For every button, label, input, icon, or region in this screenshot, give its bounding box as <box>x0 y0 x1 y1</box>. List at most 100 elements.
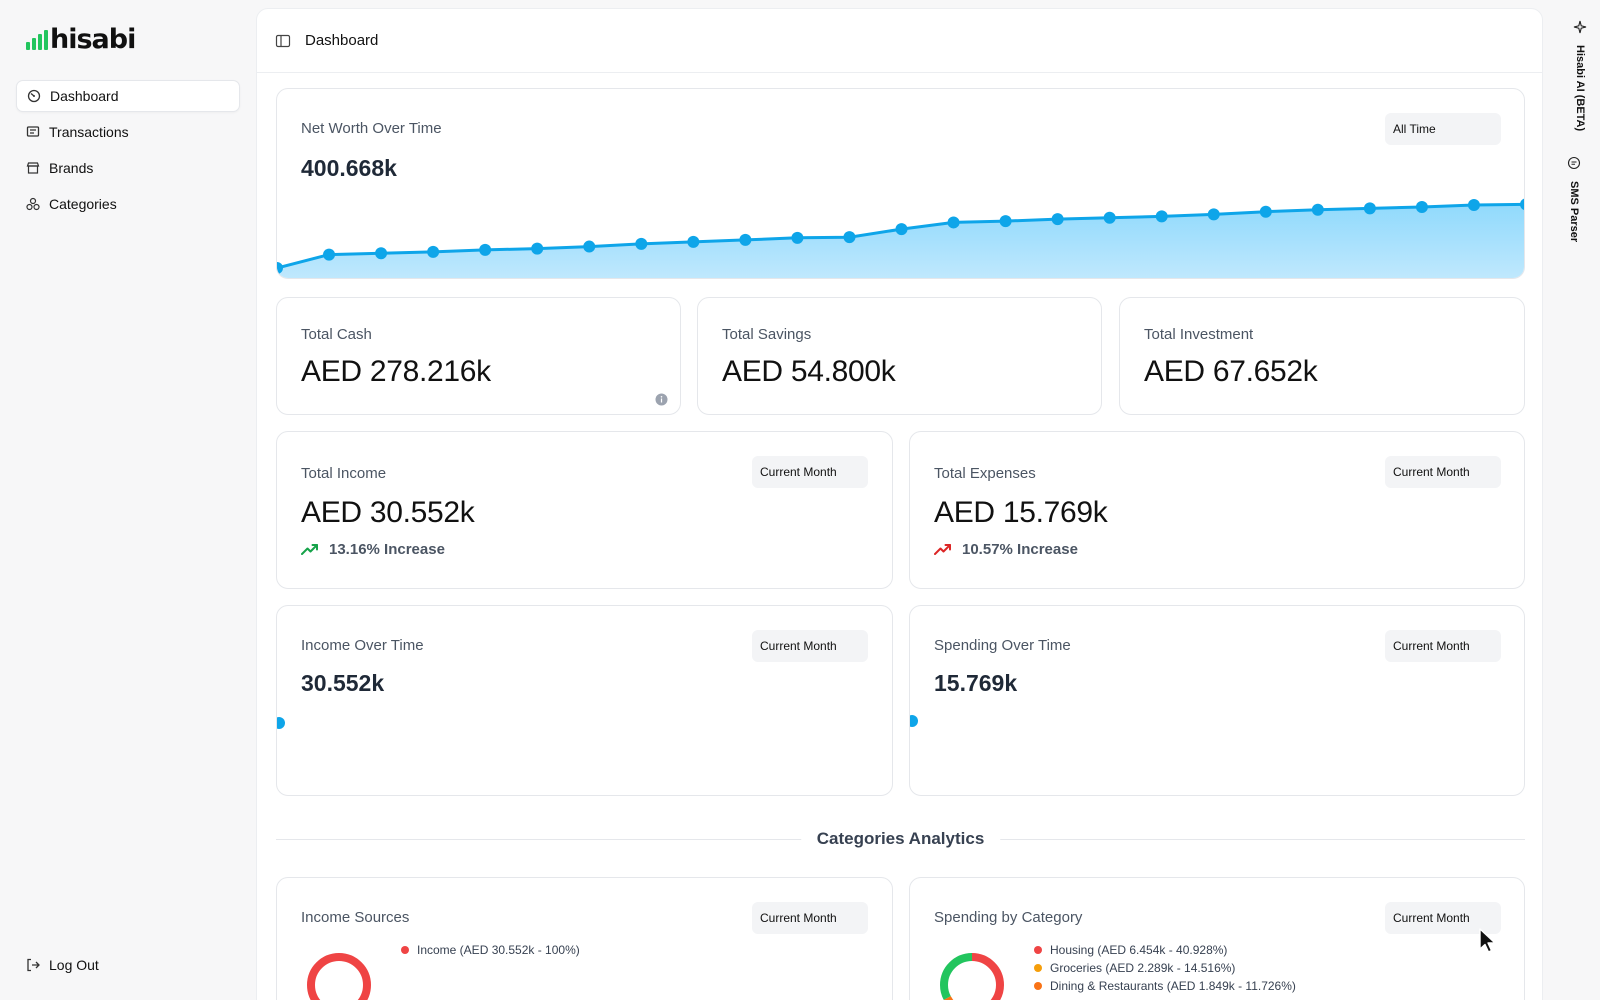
net-worth-data-point <box>1259 205 1272 218</box>
total-investment-card: Total Investment AED 67.652k <box>1119 297 1525 415</box>
sidebar-toggle-icon[interactable] <box>275 33 291 49</box>
logout-button[interactable]: Log Out <box>25 957 99 973</box>
sidebar-item-label: Brands <box>49 160 94 176</box>
net-worth-filter-select[interactable]: All Time <box>1385 113 1501 145</box>
spending-by-category-label: Spending by Category <box>934 909 1083 926</box>
trending-up-icon <box>934 542 954 558</box>
sidebar-item-label: Categories <box>49 196 117 212</box>
net-worth-data-point <box>375 247 388 260</box>
store-icon <box>25 160 41 176</box>
net-worth-data-point <box>323 248 336 261</box>
spending-by-category-donut <box>940 953 1004 1000</box>
sidebar-item-dashboard[interactable]: Dashboard <box>16 80 240 112</box>
logo-bars-icon <box>26 30 48 50</box>
sidebar-item-categories[interactable]: Categories <box>16 188 240 220</box>
net-worth-data-point <box>1103 211 1116 224</box>
net-worth-data-point <box>843 231 856 244</box>
income-sources-label: Income Sources <box>301 909 410 926</box>
legend-text: Income (AED 30.552k - 100%) <box>417 943 580 957</box>
spending-data-point <box>910 715 918 727</box>
total-cash-label: Total Cash <box>301 326 372 343</box>
total-expenses-card: Total Expenses Current Month AED 15.769k… <box>909 431 1525 589</box>
net-worth-data-point <box>1415 201 1428 214</box>
income-over-time-filter-select[interactable]: Current Month <box>752 630 868 662</box>
logout-label: Log Out <box>49 957 99 973</box>
sidebar-item-transactions[interactable]: Transactions <box>16 116 240 148</box>
sms-parser-button[interactable]: SMS Parser <box>1562 156 1586 242</box>
legend-item: Groceries (AED 2.289k - 14.516%) <box>1034 961 1235 975</box>
net-worth-data-point <box>583 240 596 253</box>
message-icon <box>1567 156 1581 175</box>
main-panel: Dashboard Net Worth Over Time 400.668k A… <box>256 8 1543 1000</box>
spending-over-time-filter-select[interactable]: Current Month <box>1385 630 1501 662</box>
total-expenses-label: Total Expenses <box>934 465 1036 482</box>
net-worth-data-point <box>999 215 1012 228</box>
net-worth-data-point <box>739 233 752 246</box>
legend-item: Dining & Restaurants (AED 1.849k - 11.72… <box>1034 979 1296 993</box>
total-savings-label: Total Savings <box>722 326 812 343</box>
net-worth-data-point <box>895 223 908 236</box>
page-title: Dashboard <box>305 32 379 49</box>
net-worth-data-point <box>947 216 960 229</box>
net-worth-data-point <box>479 243 492 256</box>
income-over-time-value: 30.552k <box>301 670 385 696</box>
spending-by-category-filter-select[interactable]: Current Month <box>1385 902 1501 934</box>
hisabi-ai-label: Hisabi AI (BETA) <box>1574 45 1586 132</box>
net-worth-label: Net Worth Over Time <box>301 120 442 137</box>
spending-by-category-card: Spending by Category Current Month Housi… <box>909 877 1525 1000</box>
logo-text: hisabi <box>50 24 136 55</box>
net-worth-data-point <box>531 242 544 255</box>
net-worth-data-point <box>1311 203 1324 216</box>
spending-over-time-chart <box>910 715 918 727</box>
total-investment-label: Total Investment <box>1144 326 1254 343</box>
income-over-time-chart <box>277 717 285 729</box>
logout-icon <box>25 957 41 973</box>
legend-text: Dining & Restaurants (AED 1.849k - 11.72… <box>1050 979 1296 993</box>
net-worth-data-point <box>1467 199 1480 212</box>
net-worth-data-point <box>687 235 700 248</box>
legend-dot <box>1034 964 1042 972</box>
legend-dot <box>1034 946 1042 954</box>
trending-up-icon <box>301 542 321 558</box>
receipt-icon <box>25 124 41 140</box>
income-trend-text: 13.16% Increase <box>329 541 445 558</box>
dashboard-icon <box>26 88 42 104</box>
income-sources-filter-select[interactable]: Current Month <box>752 902 868 934</box>
net-worth-data-point <box>277 262 283 274</box>
net-worth-card: Net Worth Over Time 400.668k All Time <box>276 88 1525 279</box>
legend-text: Groceries (AED 2.289k - 14.516%) <box>1050 961 1236 975</box>
income-sources-donut <box>307 953 371 1000</box>
spending-over-time-value: 15.769k <box>934 670 1018 696</box>
income-trend: 13.16% Increase <box>301 541 445 558</box>
hisabi-logo[interactable]: hisabi <box>26 24 136 55</box>
net-worth-data-point <box>791 231 804 244</box>
total-income-filter-select[interactable]: Current Month <box>752 456 868 488</box>
sidebar: hisabi Dashboard Transactions Brands Cat… <box>0 0 255 1000</box>
total-income-value: AED 30.552k <box>301 496 475 529</box>
income-sources-card: Income Sources Current Month Income (AED… <box>276 877 893 1000</box>
total-expenses-value: AED 15.769k <box>934 496 1108 529</box>
net-worth-value: 400.668k <box>301 155 397 181</box>
total-savings-card: Total Savings AED 54.800k <box>697 297 1102 415</box>
sidebar-nav: Dashboard Transactions Brands Categories <box>16 80 240 224</box>
categories-analytics-title: Categories Analytics <box>800 829 1001 849</box>
shapes-icon <box>25 196 41 212</box>
income-over-time-card: Income Over Time Current Month 30.552k <box>276 605 893 796</box>
info-icon[interactable] <box>655 393 668 406</box>
sidebar-item-label: Dashboard <box>50 88 119 104</box>
sidebar-item-brands[interactable]: Brands <box>16 152 240 184</box>
legend-text: Housing (AED 6.454k - 40.928%) <box>1050 943 1228 957</box>
hisabi-ai-button[interactable]: Hisabi AI (BETA) <box>1562 20 1598 131</box>
income-donut-slice <box>307 953 371 1000</box>
legend-dot <box>401 946 409 954</box>
total-expenses-filter-select[interactable]: Current Month <box>1385 456 1501 488</box>
net-worth-data-point <box>1207 208 1220 221</box>
net-worth-data-point <box>427 245 440 258</box>
total-savings-value: AED 54.800k <box>722 355 896 388</box>
expenses-trend-text: 10.57% Increase <box>962 541 1078 558</box>
legend-dot <box>1034 982 1042 990</box>
net-worth-data-point <box>1051 213 1064 226</box>
sidebar-item-label: Transactions <box>49 124 129 140</box>
sms-parser-label: SMS Parser <box>1568 181 1580 243</box>
expenses-trend: 10.57% Increase <box>934 541 1078 558</box>
